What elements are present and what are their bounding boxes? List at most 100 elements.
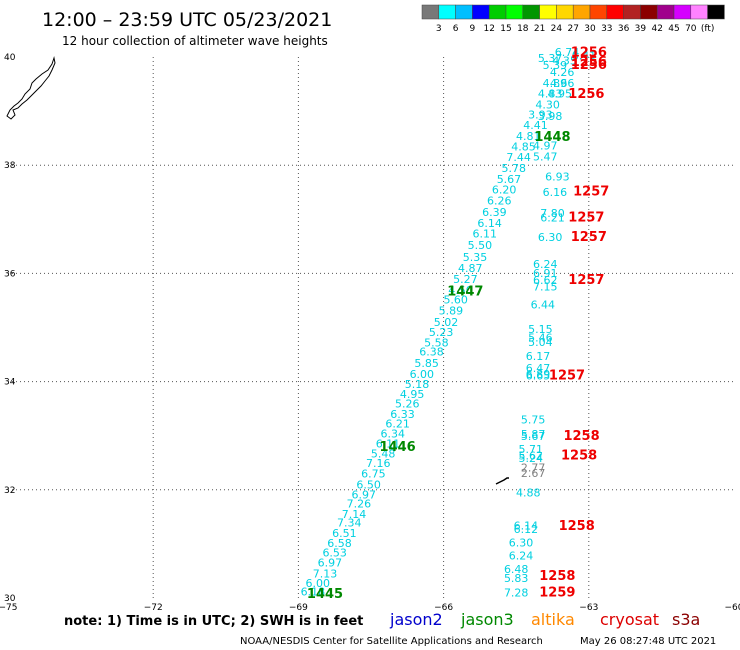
map-title: 12:00 – 23:59 UTC 05/23/2021 [42,9,332,31]
wave-height-value: 5.83 [504,572,529,585]
wave-height-value: 5.18 [405,378,430,391]
wave-height-value: 6.16 [543,186,568,199]
wave-height-track: 6.186.007.136.976.536.586.517.347.147.26… [301,46,597,599]
wave-height-value: 6.44 [531,299,556,312]
wave-height-value: 6.89 [526,368,551,381]
wave-height-value: 6.62 [533,274,558,287]
colorbar-label: (ft) [701,24,715,34]
colorbar-label: 27 [567,24,578,34]
lon-tick-label: −60 [725,603,740,613]
lon-tick-label: −75 [0,603,18,613]
lat-tick-label: 38 [4,161,16,171]
coastline-fragment [6,56,56,120]
colorbar-swatch [522,4,540,20]
colorbar-label: 39 [635,24,647,34]
wave-height-value: 5.75 [521,413,546,426]
wave-height-value: 4.30 [535,98,560,111]
wave-height-value: 4.41 [523,119,548,132]
wave-height-value: 5.26 [395,398,420,411]
pass-time-label: 1448 [534,130,570,145]
pass-time-label: 1258 [539,569,575,584]
wave-height-value: 6.41 [572,50,597,63]
pass-time-label: 1259 [539,585,575,600]
wave-height-value: 6.17 [526,350,551,363]
wave-height-value: 6.24 [533,258,558,271]
wave-height-value: 6.38 [419,346,444,359]
wave-height-value: 4.88 [516,486,541,499]
wave-height-value: 6.75 [361,467,386,480]
pass-time-label: 1258 [563,429,599,444]
colorbar: 3 6 9 12 15 18 21 24 27 30 33 36 39 42 45 70 (ft) [421,4,725,34]
lon-tick-label: −63 [579,603,598,613]
wave-height-value: 4.35 [552,55,577,68]
wave-height-value: 4.87 [458,262,483,275]
pass-time-label: 1256 [571,58,607,73]
footer-credit: NOAA/NESDIS Center for Satellite Applica… [240,636,543,647]
wave-height-value: 5.23 [429,326,454,339]
lon-tick-label: −66 [434,603,453,613]
colorbar-swatch [606,4,624,20]
colorbar-swatch [455,4,473,20]
satellite-legend-item: jason2 [389,610,443,629]
wave-height-value: 3.98 [538,110,563,123]
colorbar-swatch [505,4,524,20]
wave-height-value: 6.21 [540,211,565,224]
wave-height-value: 6.91 [533,267,558,280]
wave-height-value: 6.00 [306,577,331,590]
wave-height-value: 6.20 [492,183,517,196]
colorbar-label: 36 [618,24,630,34]
wave-height-value: 7.26 [347,498,372,511]
wave-height-value: 4.66 [550,77,575,90]
wave-height-value: 6.11 [472,228,497,241]
colorbar-label: 42 [651,24,662,34]
colorbar-label: 9 [470,24,476,34]
colorbar-swatch [556,4,574,20]
bermuda-marker [495,477,509,485]
coastline-icon [6,56,56,120]
wave-height-value: 5.35 [463,251,488,264]
wave-height-value: 5.46 [528,332,553,345]
pass-time-label: 1257 [568,273,604,288]
lon-tick-label: −69 [289,603,308,613]
satellite-legend-item: s3a [672,610,700,629]
wave-height-value: 7.13 [313,567,338,580]
wave-height-value: 5.24 [518,452,543,465]
wave-height-value: 4.50 [448,284,473,297]
wave-height-value: 3.93 [528,109,553,122]
wave-height-value: 5.85 [414,357,439,370]
wave-height-value: 5.87 [521,428,546,441]
colorbar-swatch [707,4,725,20]
colorbar-label: 70 [685,24,697,34]
wave-height-value: 5.58 [424,336,449,349]
satellite-legend-item: jason3 [460,610,514,629]
pass-time-label: 1256 [568,87,604,102]
colorbar-swatch [589,4,608,20]
lat-lon-grid [8,57,734,598]
pass-time-label: 1257 [568,210,604,225]
wave-height-value: 4.85 [511,141,536,154]
colorbar-label: 6 [453,24,459,34]
wave-height-value: 7.44 [506,151,531,164]
wave-height-value: 5.78 [502,162,527,175]
wave-height-value: 6.18 [301,585,326,598]
wave-height-value: 6.65 [526,369,551,382]
wave-height-value: 5.37 [538,52,563,65]
wave-height-value: 4.26 [550,66,575,79]
wave-height-value: 6.26 [487,195,512,208]
wave-height-value: 4.95 [548,88,573,101]
colorbar-label: 12 [483,24,494,34]
wave-height-value: 6.47 [526,362,551,375]
wave-height-value: 5.02 [434,316,459,329]
pass-time-label: 1257 [571,230,607,245]
colorbar-label: 33 [601,24,612,34]
lon-tick-label: −72 [144,603,163,613]
wave-height-value: 6.93 [545,170,570,183]
wave-height-value: 6.21 [385,418,410,431]
wave-height-value: 6.12 [514,523,539,536]
wave-height-value: 6.24 [509,550,534,563]
wave-height-value: 7.14 [342,508,367,521]
colorbar-label: 18 [517,24,529,34]
lat-tick-label: 36 [4,269,16,279]
wave-height-value: 7.15 [533,281,558,294]
